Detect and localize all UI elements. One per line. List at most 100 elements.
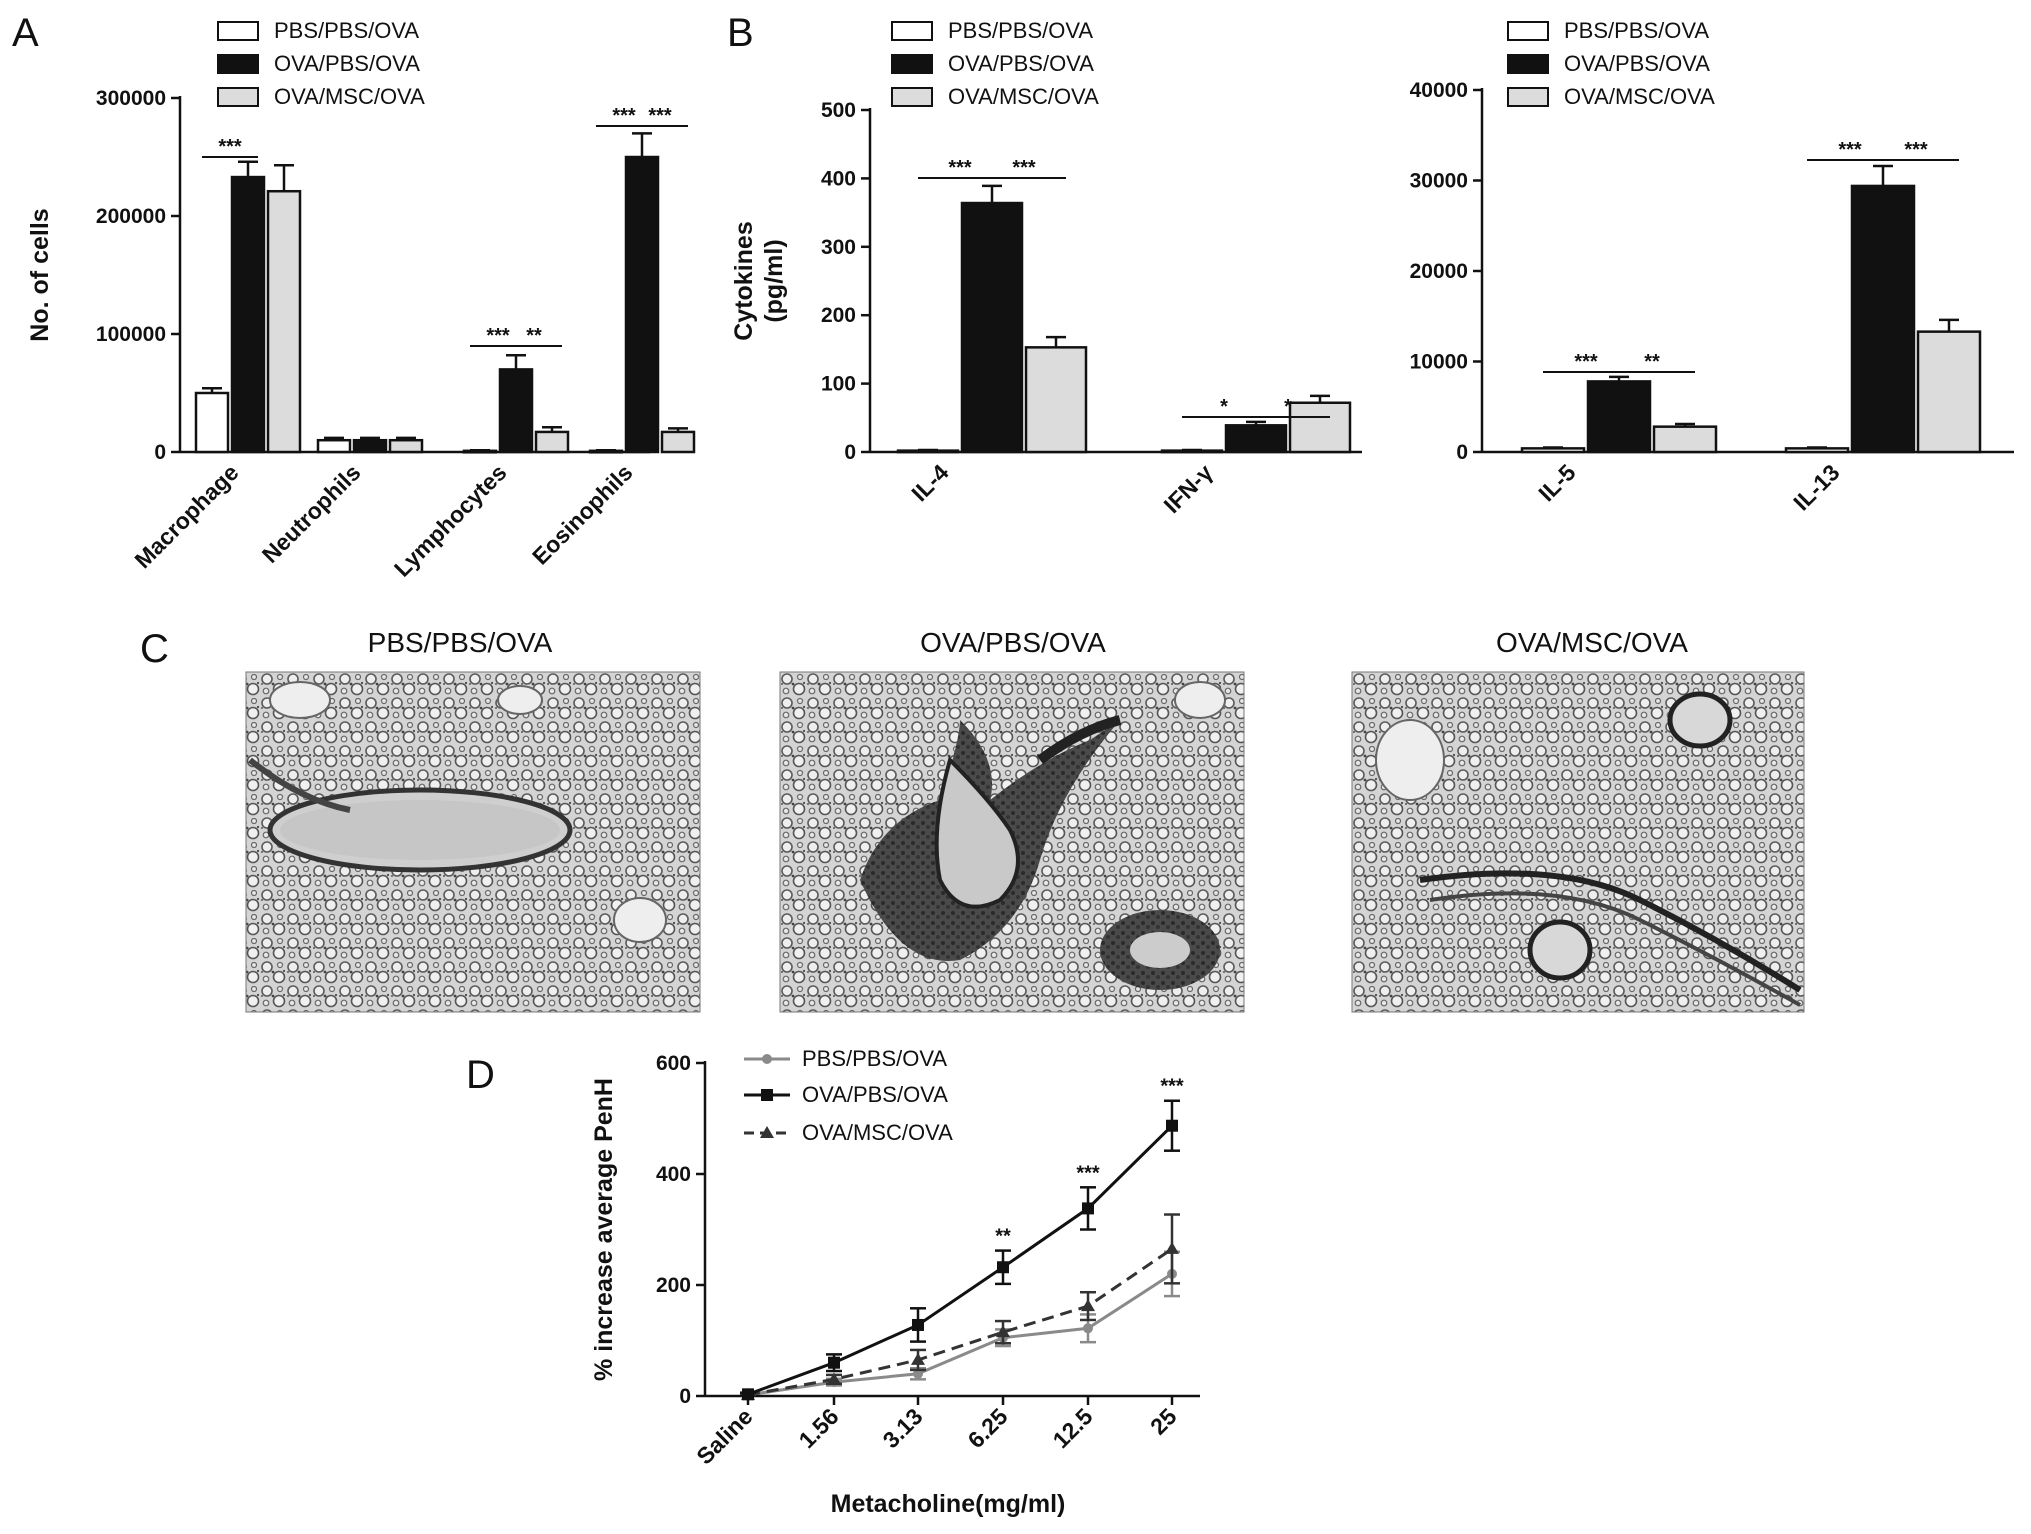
significance-label: ***	[1574, 351, 1598, 373]
legend-swatch	[1507, 87, 1549, 107]
bar	[624, 155, 660, 454]
y-tick-label: 0	[154, 441, 166, 464]
panel-letter-a: A	[12, 11, 39, 55]
panel-letter-d: D	[466, 1053, 495, 1097]
y-axis-title: Cytokines	[730, 221, 758, 340]
penh-line-chart: 0 200 400 600 Saline 1.56 3.13 6.25 12.5 25 Metach…	[590, 1046, 1200, 1518]
y-tick-label: 10000	[1410, 351, 1468, 374]
significance-label: ***	[486, 325, 510, 347]
bar	[1288, 401, 1352, 454]
series-line	[747, 1124, 1174, 1396]
legend-label: PBS/PBS/OVA	[274, 18, 419, 43]
data-point	[827, 1372, 841, 1385]
cell-count-bar-chart: 0 100000 200000 300000 No. of cells Macrophag…	[26, 18, 696, 582]
x-tick-label: 3.13	[877, 1403, 927, 1453]
bar	[194, 391, 230, 454]
series-line	[747, 1247, 1173, 1397]
significance-label: *	[1220, 396, 1228, 418]
legend-marker	[760, 1126, 774, 1138]
y-tick-label: 400	[656, 1163, 691, 1186]
data-point	[1165, 1241, 1179, 1254]
y-tick-label: 200000	[96, 205, 166, 228]
legend-swatch	[217, 87, 259, 107]
micrograph-pbs	[245, 671, 701, 1013]
panel-letter-c: C	[140, 627, 169, 671]
bar	[498, 368, 534, 454]
legend-swatch	[1507, 54, 1549, 74]
category-label: IL-5	[1533, 459, 1580, 506]
significance-label: ***	[612, 105, 636, 127]
data-point	[997, 1261, 1009, 1274]
bar	[660, 430, 696, 454]
data-point	[913, 1368, 923, 1379]
significance-label: **	[1644, 351, 1660, 373]
data-point	[828, 1356, 840, 1369]
legend-label: OVA/MSC/OVA	[1564, 84, 1715, 109]
legend-swatch	[891, 87, 933, 107]
data-point	[912, 1318, 924, 1331]
y-axis-title: % increase average PenH	[590, 1078, 618, 1381]
data-point	[1166, 1119, 1178, 1132]
panel-letter-b: B	[727, 11, 754, 55]
y-tick-label: 100000	[96, 323, 166, 346]
significance-label: ***	[218, 136, 242, 158]
data-point	[911, 1352, 925, 1365]
data-point	[1083, 1323, 1093, 1334]
x-tick-label: 6.25	[962, 1403, 1012, 1453]
y-axis-title: No. of cells	[26, 208, 54, 341]
bar	[1520, 447, 1586, 454]
micrograph-title-ova: OVA/PBS/OVA	[920, 627, 1106, 658]
legend-label: PBS/PBS/OVA	[802, 1046, 947, 1071]
x-axis-title: Metacholine(mg/ml)	[831, 1490, 1066, 1518]
legend-label: PBS/PBS/OVA	[948, 18, 1093, 43]
y-tick-label: 200	[821, 304, 856, 327]
legend-label: OVA/PBS/OVA	[948, 51, 1094, 76]
significance-label: **	[995, 1226, 1011, 1248]
y-tick-label: 20000	[1410, 260, 1468, 283]
series-line	[747, 1272, 1173, 1397]
legend-swatch	[891, 21, 933, 41]
y-tick-label: 300000	[96, 87, 166, 110]
data-point	[1081, 1299, 1095, 1312]
legend-swatch	[217, 21, 259, 41]
y-tick-label: 0	[1456, 441, 1468, 464]
x-tick-label: 1.56	[793, 1403, 843, 1453]
bar	[534, 430, 570, 454]
micrograph-ova	[779, 671, 1245, 1013]
bar	[230, 175, 266, 454]
significance-label: ***	[1160, 1076, 1184, 1098]
category-label: IL-13	[1788, 459, 1844, 515]
bar	[1850, 184, 1916, 454]
legend-label: OVA/MSC/OVA	[274, 84, 425, 109]
significance-label: ***	[948, 157, 972, 179]
bar	[960, 201, 1024, 454]
category-label: IFN-γ	[1158, 459, 1217, 518]
bar	[316, 438, 352, 454]
bar	[1784, 447, 1850, 454]
legend-label: OVA/PBS/OVA	[802, 1082, 948, 1107]
bar	[266, 189, 302, 454]
il4-ifng-bar-chart: 0 100 200 300 400 500 Cytokines (pg/ml) IL-4 IFN-…	[730, 18, 1362, 518]
legend-label: OVA/PBS/OVA	[1564, 51, 1710, 76]
legend-label: OVA/MSC/OVA	[802, 1120, 953, 1145]
significance-label: **	[526, 325, 542, 347]
legend-marker	[762, 1054, 772, 1064]
y-tick-label: 40000	[1410, 79, 1468, 102]
bar	[1586, 380, 1652, 454]
significance-label: ***	[1904, 139, 1928, 161]
x-tick-label: 12.5	[1047, 1403, 1097, 1453]
bar	[1652, 425, 1718, 454]
data-point	[996, 1325, 1010, 1338]
category-label: Macrophage	[129, 459, 243, 573]
y-tick-label: 500	[821, 99, 856, 122]
data-point	[1082, 1202, 1094, 1215]
y-tick-label: 0	[679, 1385, 691, 1408]
x-tick-label: Saline	[691, 1403, 757, 1469]
y-tick-label: 200	[656, 1274, 691, 1297]
significance-label: ***	[1076, 1162, 1100, 1184]
bar	[1224, 424, 1288, 454]
histology-panel: PBS/PBS/OVA OVA/PBS/OVA OVA/MSC/OVA	[245, 627, 1805, 1013]
micrograph-msc	[1351, 671, 1805, 1013]
